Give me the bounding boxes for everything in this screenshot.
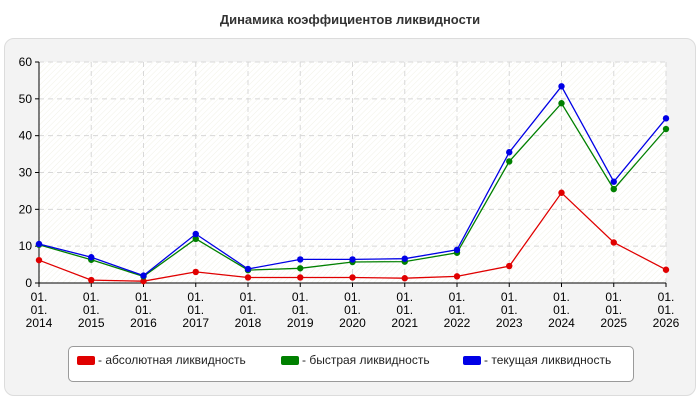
y-tick-label: 40 [19, 129, 33, 143]
data-point-series-2 [140, 272, 147, 279]
data-point-series-1 [662, 125, 670, 133]
series-lines [35, 83, 670, 285]
chart-title: Динамика коэффициентов ликвидности [219, 12, 481, 27]
y-tick-label: 0 [25, 276, 32, 290]
legend-item-absolute: - абсолютная ликвидность [77, 353, 246, 367]
data-point-series-1 [297, 265, 304, 272]
x-tick-label: 01. 01. 2026 [653, 290, 680, 330]
x-tick-label: 01. 01. 2019 [287, 290, 314, 330]
legend-swatch-current [463, 355, 481, 365]
data-point-series-2 [192, 230, 199, 238]
data-point-series-1 [610, 185, 617, 193]
data-point-series-1 [506, 158, 513, 165]
data-point-series-2 [506, 149, 513, 156]
x-tick-label: 01. 01. 2025 [600, 290, 627, 330]
grid-lines [39, 61, 667, 283]
legend-label-absolute: - абсолютная ликвидность [98, 353, 246, 367]
y-tick-label: 20 [19, 202, 33, 216]
data-point-series-2 [558, 83, 565, 90]
x-tick-label: 01. 01. 2017 [182, 290, 209, 330]
x-tick-label: 01. 01. 2015 [78, 290, 105, 330]
legend-label-quick: - быстрая ликвидность [302, 353, 430, 367]
data-point-series-0 [453, 273, 461, 280]
y-tick-label: 30 [19, 166, 33, 180]
data-point-series-2 [401, 255, 408, 262]
legend-label-current: - текущая ликвидность [484, 353, 612, 367]
data-point-series-0 [349, 274, 356, 281]
data-point-series-0 [35, 256, 43, 264]
legend-swatch-quick [281, 355, 299, 365]
y-tick-label: 10 [19, 239, 33, 253]
data-point-series-1 [558, 100, 565, 107]
data-point-series-2 [662, 115, 670, 122]
y-tick-label: 50 [19, 92, 33, 106]
x-tick-label: 01. 01. 2018 [235, 290, 262, 330]
data-point-series-0 [88, 276, 95, 284]
data-point-series-2 [349, 256, 356, 263]
data-point-series-0 [558, 189, 565, 196]
data-point-series-0 [244, 274, 252, 281]
x-tick-label: 01. 01. 2021 [391, 290, 418, 330]
x-tick-label: 01. 01. 2020 [339, 290, 366, 330]
data-point-series-0 [506, 262, 513, 270]
data-point-series-0 [401, 275, 408, 282]
data-point-series-2 [35, 240, 43, 248]
x-tick-label: 01. 01. 2023 [496, 290, 523, 330]
legend-item-quick: - быстрая ликвидность [281, 353, 430, 367]
data-point-series-2 [610, 178, 617, 185]
data-point-series-2 [88, 254, 95, 261]
data-point-series-0 [140, 277, 147, 285]
legend-item-current: - текущая ликвидность [463, 353, 611, 367]
x-tick-label: 01. 01. 2014 [26, 290, 53, 330]
y-tick-label: 60 [19, 55, 33, 69]
x-tick-label: 01. 01. 2016 [130, 290, 157, 330]
data-point-series-0 [297, 274, 304, 281]
x-tick-label: 01. 01. 2024 [548, 290, 575, 330]
data-point-series-2 [297, 256, 304, 263]
legend: - абсолютная ликвидность - быстрая ликви… [68, 346, 634, 382]
data-point-series-1 [192, 235, 199, 242]
legend-swatch-absolute [77, 355, 95, 365]
tick-labels: 0 10 20 30 40 50 60 01. 01. 2014 01. 01. 2015 01. 01. 2… [19, 55, 680, 330]
data-point-series-2 [244, 265, 252, 273]
data-point-series-0 [192, 268, 199, 276]
data-point-series-0 [662, 266, 670, 273]
x-tick-label: 01. 01. 2022 [444, 290, 471, 330]
data-point-series-2 [453, 246, 461, 254]
data-point-series-0 [610, 239, 617, 246]
